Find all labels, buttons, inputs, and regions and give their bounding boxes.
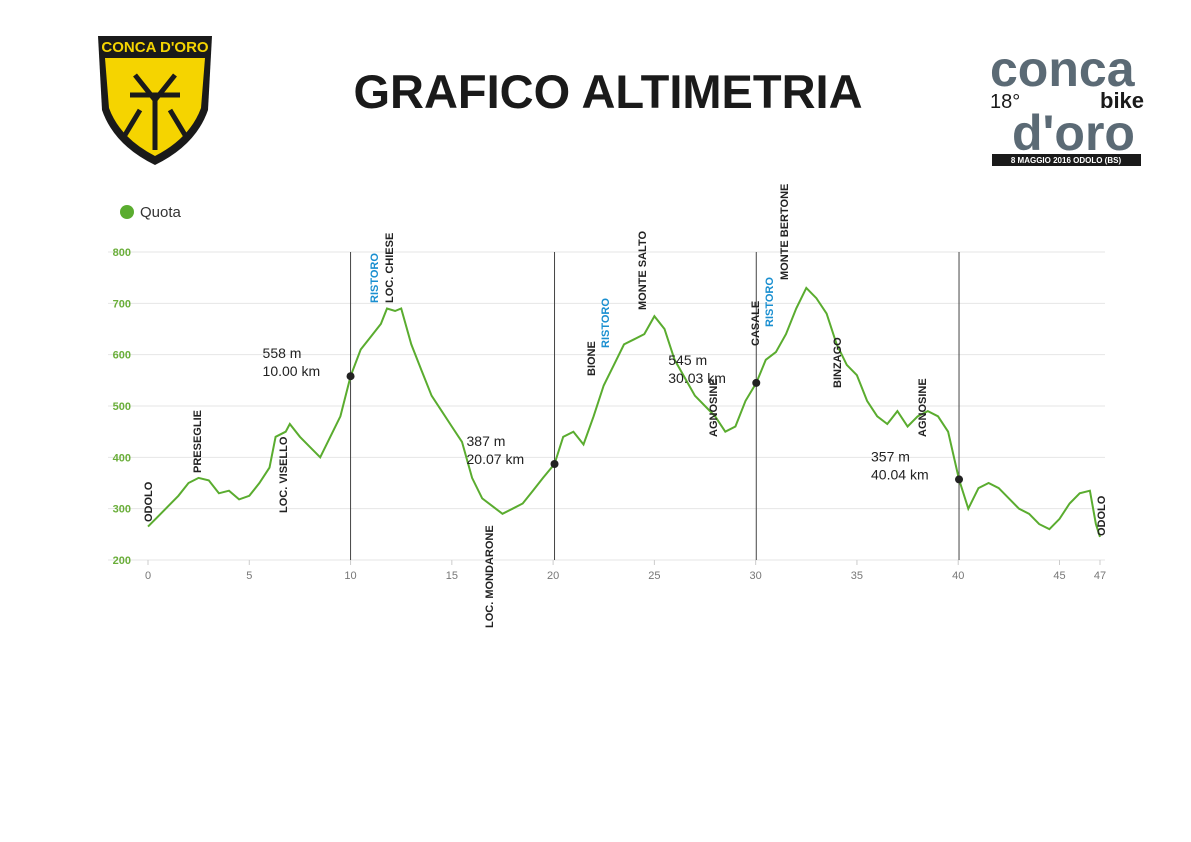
y-tick-label: 800: [113, 247, 131, 259]
x-tick-label: 45: [1053, 570, 1065, 582]
marker-label: 558 m: [263, 345, 302, 361]
marker-point: [550, 460, 559, 469]
logo-word: conca: [990, 41, 1136, 97]
marker-point: [752, 378, 761, 387]
annotation: AGNOSINE: [708, 378, 720, 437]
marker-label: 357 m: [871, 448, 910, 464]
marker-label: 20.07 km: [467, 451, 525, 467]
x-tick-label: 25: [648, 570, 660, 582]
logo-text: CONCA D'ORO: [101, 39, 209, 56]
annotation: AGNOSINE: [917, 378, 929, 437]
logo-bike: bike: [1100, 88, 1144, 113]
left-logo: CONCA D'ORO: [98, 36, 212, 165]
x-tick-label: 10: [344, 570, 356, 582]
x-tick-label: 35: [851, 570, 863, 582]
marker-label: 387 m: [467, 433, 506, 449]
y-tick-label: 400: [113, 452, 131, 464]
y-tick-label: 300: [113, 504, 131, 516]
logo-band: [992, 154, 1141, 166]
x-tick-label: 30: [750, 570, 762, 582]
logo-date: 8 MAGGIO 2016 ODOLO (BS): [1011, 156, 1122, 165]
x-tick-label: 0: [145, 570, 151, 582]
annotation: CASALE: [750, 301, 762, 346]
y-tick-label: 600: [113, 350, 131, 362]
elevation-line: [147, 286, 1101, 538]
annotation: LOC. VISELLO: [278, 436, 290, 513]
marker-label: 40.04 km: [871, 466, 929, 482]
annotation: BIONE: [586, 341, 598, 376]
annotation: MONTE SALTO: [637, 231, 649, 310]
page-title: GRAFICO ALTIMETRIA: [353, 65, 862, 118]
marker-label: 30.03 km: [668, 370, 726, 386]
y-tick-label: 200: [113, 555, 131, 567]
annotation: RISTORO: [369, 253, 381, 303]
marker-label: 10.00 km: [263, 363, 321, 379]
y-tick-label: 500: [113, 401, 131, 413]
marker-label: 545 m: [668, 352, 707, 368]
x-tick-label: 47: [1094, 570, 1106, 582]
annotation: LOC. CHIESE: [384, 233, 396, 303]
x-tick-label: 20: [547, 570, 559, 582]
logo-figure: [122, 73, 188, 150]
annotation: RISTORO: [600, 298, 612, 348]
x-tick-label: 5: [246, 570, 252, 582]
legend-label[interactable]: Quota: [140, 204, 182, 221]
logo-edition: 18°: [990, 91, 1020, 113]
annotation: PRESEGLIE: [192, 410, 204, 473]
annotation: RISTORO: [764, 277, 776, 327]
annotation: ODOLO: [1096, 495, 1108, 536]
logo-word: d'oro: [1012, 105, 1135, 161]
x-tick-label: 40: [952, 570, 964, 582]
annotation: LOC. MONDARONE: [484, 525, 496, 628]
x-tick-label: 15: [446, 570, 458, 582]
annotation: ODOLO: [143, 481, 155, 522]
y-tick-label: 700: [113, 298, 131, 310]
legend-swatch: [120, 205, 134, 219]
marker-point: [346, 372, 355, 381]
right-logo: conca d'oro bike 18° 8 MAGGIO 2016 ODOLO…: [990, 41, 1144, 166]
annotation: BINZAGO: [832, 337, 844, 388]
marker-point: [955, 475, 964, 484]
annotation: MONTE BERTONE: [779, 184, 791, 280]
